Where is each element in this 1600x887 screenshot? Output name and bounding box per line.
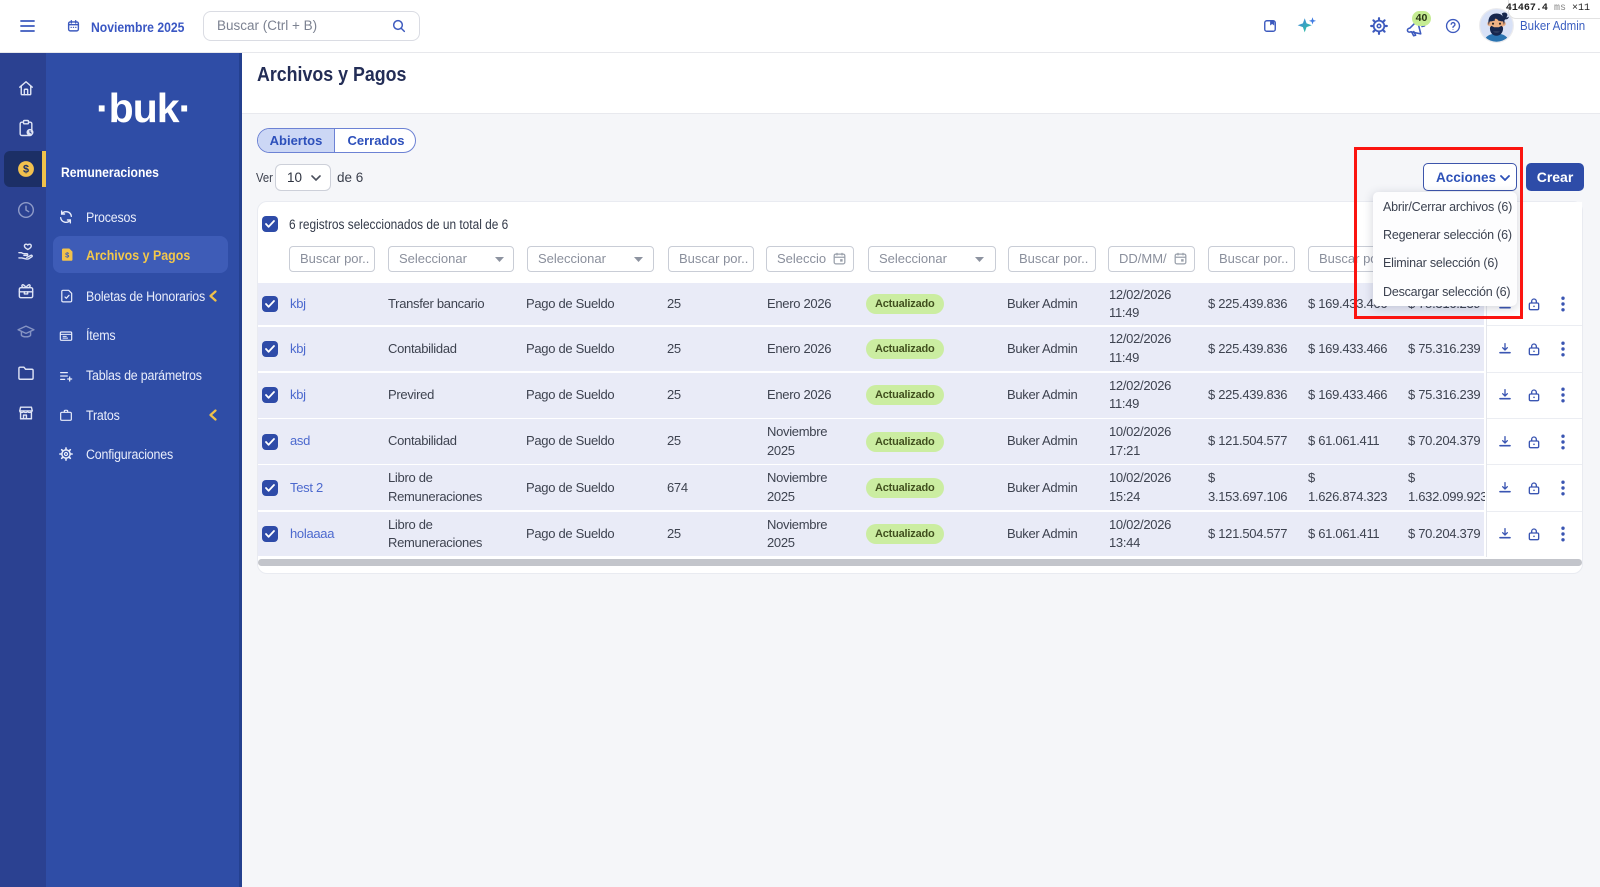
svg-text:$: $ bbox=[65, 251, 70, 260]
svg-text:$: $ bbox=[23, 164, 29, 176]
